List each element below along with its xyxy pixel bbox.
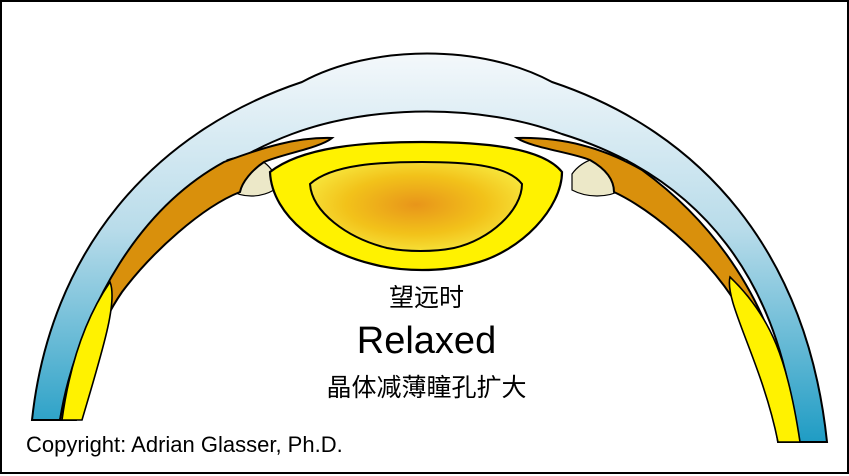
lens-nucleus	[308, 160, 524, 252]
state-label-relaxed: Relaxed	[356, 320, 497, 362]
state-label-chinese: 望远时	[388, 283, 464, 312]
description-label-chinese: 晶体减薄瞳孔扩大	[326, 373, 527, 402]
ciliary-body-left	[58, 136, 335, 421]
copyright-notice: Copyright: Adrian Glasser, Ph.D.	[26, 432, 343, 457]
retina-left	[61, 280, 113, 421]
retina-right	[728, 275, 801, 443]
sclera-cornea	[30, 52, 829, 443]
